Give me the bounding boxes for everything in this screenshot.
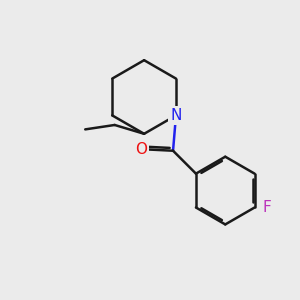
Text: N: N [170, 108, 182, 123]
Text: O: O [135, 142, 147, 157]
Text: F: F [263, 200, 272, 215]
